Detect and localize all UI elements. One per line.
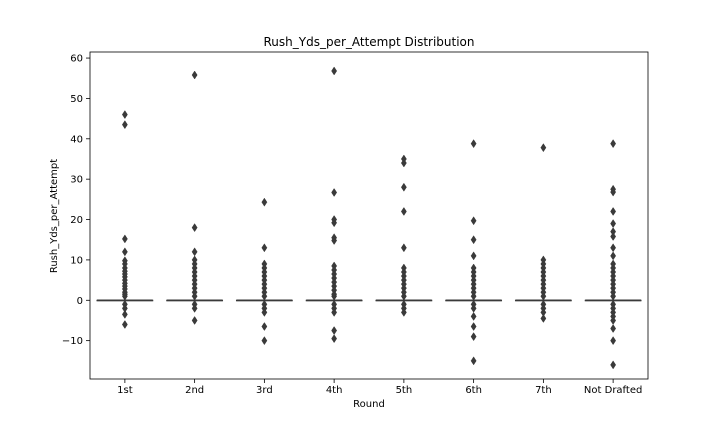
outlier-point [400, 307, 407, 317]
outlier-point [610, 187, 617, 197]
outlier-point [261, 243, 268, 253]
outlier-point [470, 216, 477, 226]
box-group [584, 139, 642, 370]
outlier-point [191, 303, 198, 313]
y-tick-label: 50 [70, 94, 83, 105]
outlier-point [261, 307, 268, 317]
outlier-point [610, 139, 617, 149]
box-group [375, 154, 433, 317]
outlier-point [470, 322, 477, 331]
outlier-point [540, 313, 547, 323]
x-tick-label: 7th [535, 385, 552, 396]
x-tick-label: Not Drafted [584, 385, 642, 396]
outlier-point [610, 207, 617, 216]
y-tick-label: −10 [62, 336, 83, 347]
outlier-point [400, 158, 407, 168]
y-tick-label: 30 [70, 175, 83, 186]
y-tick-label: 0 [77, 296, 83, 307]
outlier-point [121, 309, 128, 319]
outlier-point [610, 232, 617, 241]
y-tick-label: 40 [70, 134, 83, 145]
box-group [166, 70, 224, 325]
x-tick-label: 5th [396, 385, 413, 396]
y-axis-label: Rush_Yds_per_Attempt [49, 159, 60, 273]
outlier-point [191, 223, 198, 233]
y-tick-label: 10 [70, 255, 83, 266]
outlier-point [540, 143, 547, 153]
outlier-point [400, 207, 407, 216]
x-tick-label: 2nd [185, 385, 204, 396]
box-group [235, 197, 293, 346]
outlier-point [470, 251, 477, 261]
x-axis-label: Round [353, 399, 385, 410]
outlier-point [470, 332, 477, 342]
outlier-point [610, 324, 617, 333]
outlier-point [470, 311, 477, 321]
outlier-point [470, 139, 477, 149]
outlier-point [121, 110, 128, 120]
outlier-point [400, 243, 407, 253]
plot-frame [89, 51, 649, 380]
outlier-point [191, 316, 198, 325]
outlier-point [121, 247, 128, 257]
outlier-point [400, 182, 407, 192]
outlier-point [610, 336, 617, 346]
outlier-point [331, 307, 338, 317]
x-tick-label: 1st [117, 385, 133, 396]
box-group [305, 66, 363, 344]
outlier-point [261, 336, 268, 346]
box-group [96, 110, 154, 329]
outlier-point [331, 66, 338, 76]
chart-title: Rush_Yds_per_Attempt Distribution [263, 35, 474, 49]
outlier-point [191, 70, 198, 80]
outlier-point [121, 320, 128, 329]
y-axis: −10 0 10 20 30 40 50 60 [62, 54, 90, 347]
plot-area [96, 66, 642, 370]
outlier-point [331, 236, 338, 245]
x-axis: 1st 2nd 3rd 4th 5th 6th 7th Not Drafted [117, 379, 642, 396]
box-group [445, 139, 503, 366]
outlier-point [470, 356, 477, 366]
outlier-point [261, 197, 268, 207]
outlier-point [121, 120, 128, 130]
outlier-point [121, 234, 128, 244]
outlier-point [331, 218, 338, 228]
y-tick-label: 60 [70, 54, 83, 65]
x-tick-label: 6th [465, 385, 482, 396]
y-tick-label: 20 [70, 215, 83, 226]
outlier-point [610, 360, 617, 370]
x-tick-label: 4th [326, 385, 343, 396]
x-tick-label: 3rd [256, 385, 273, 396]
outlier-point [331, 334, 338, 344]
outlier-point [331, 188, 338, 197]
box-group [514, 143, 572, 323]
outlier-point [470, 235, 477, 245]
outlier-point [261, 322, 268, 331]
